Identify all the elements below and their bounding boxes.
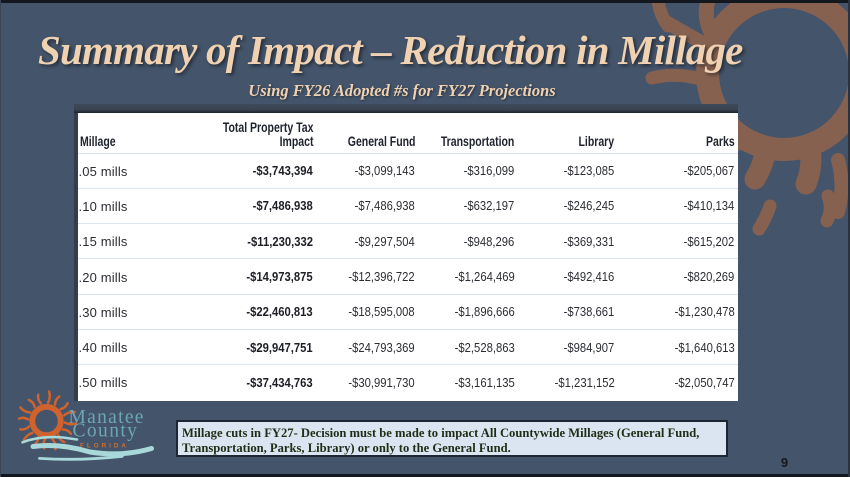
svg-text:County: County xyxy=(73,421,139,442)
svg-text:FLORIDA: FLORIDA xyxy=(80,443,129,450)
svg-text:Manatee: Manatee xyxy=(69,407,145,428)
